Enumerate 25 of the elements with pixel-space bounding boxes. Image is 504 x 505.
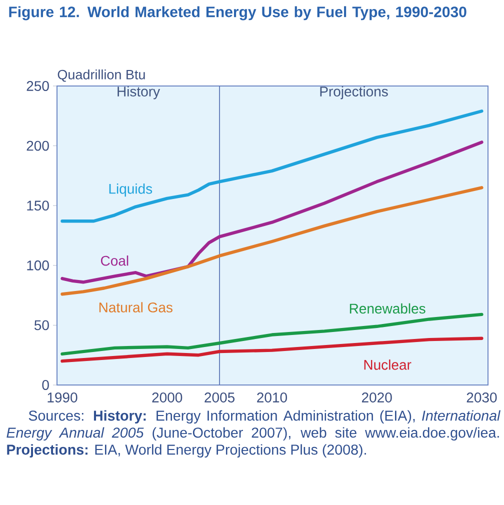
y-tick-label: 200	[26, 140, 49, 151]
y-tick-label: 150	[27, 200, 49, 211]
line-series	[60, 110, 484, 223]
x-tick-label: 1990	[48, 392, 78, 402]
annotation: Projections	[320, 86, 388, 100]
x-tick-label: 2005	[204, 392, 235, 402]
series-label: Coal	[100, 255, 128, 266]
chart-title: Figure 12. World Marketed Energy Use by Fuel Type, 1990-2030	[9, 6, 466, 20]
series-label: Nuclear	[364, 360, 412, 370]
x-tick-label: 2000	[152, 392, 182, 402]
y-tick-label: 250	[26, 81, 49, 91]
series-label: Renewables	[350, 303, 426, 314]
y-axis-title: Quadrillion Btu	[58, 69, 145, 82]
y-tick-label: 100	[27, 260, 49, 270]
line-series	[60, 312, 484, 356]
y-tick-label: 0	[42, 380, 49, 390]
series-label: Natural Gas	[99, 302, 172, 312]
series-label: Liquids	[109, 184, 152, 197]
x-tick-label: 2030	[466, 392, 497, 402]
text: Sources: History: Energy Information Administration (EIA), International Energy Annual 2005 (June-October 2007), web site www.eia.doe.gov/iea. Projections: EIA, World Energy Projections Plus (2008).	[6, 410, 501, 458]
x-tick-label: 2010	[257, 392, 287, 402]
x-tick-label: 2020	[362, 392, 392, 402]
y-tick-label: 50	[34, 320, 49, 330]
annotation: History	[118, 86, 160, 100]
line-series	[60, 140, 484, 284]
